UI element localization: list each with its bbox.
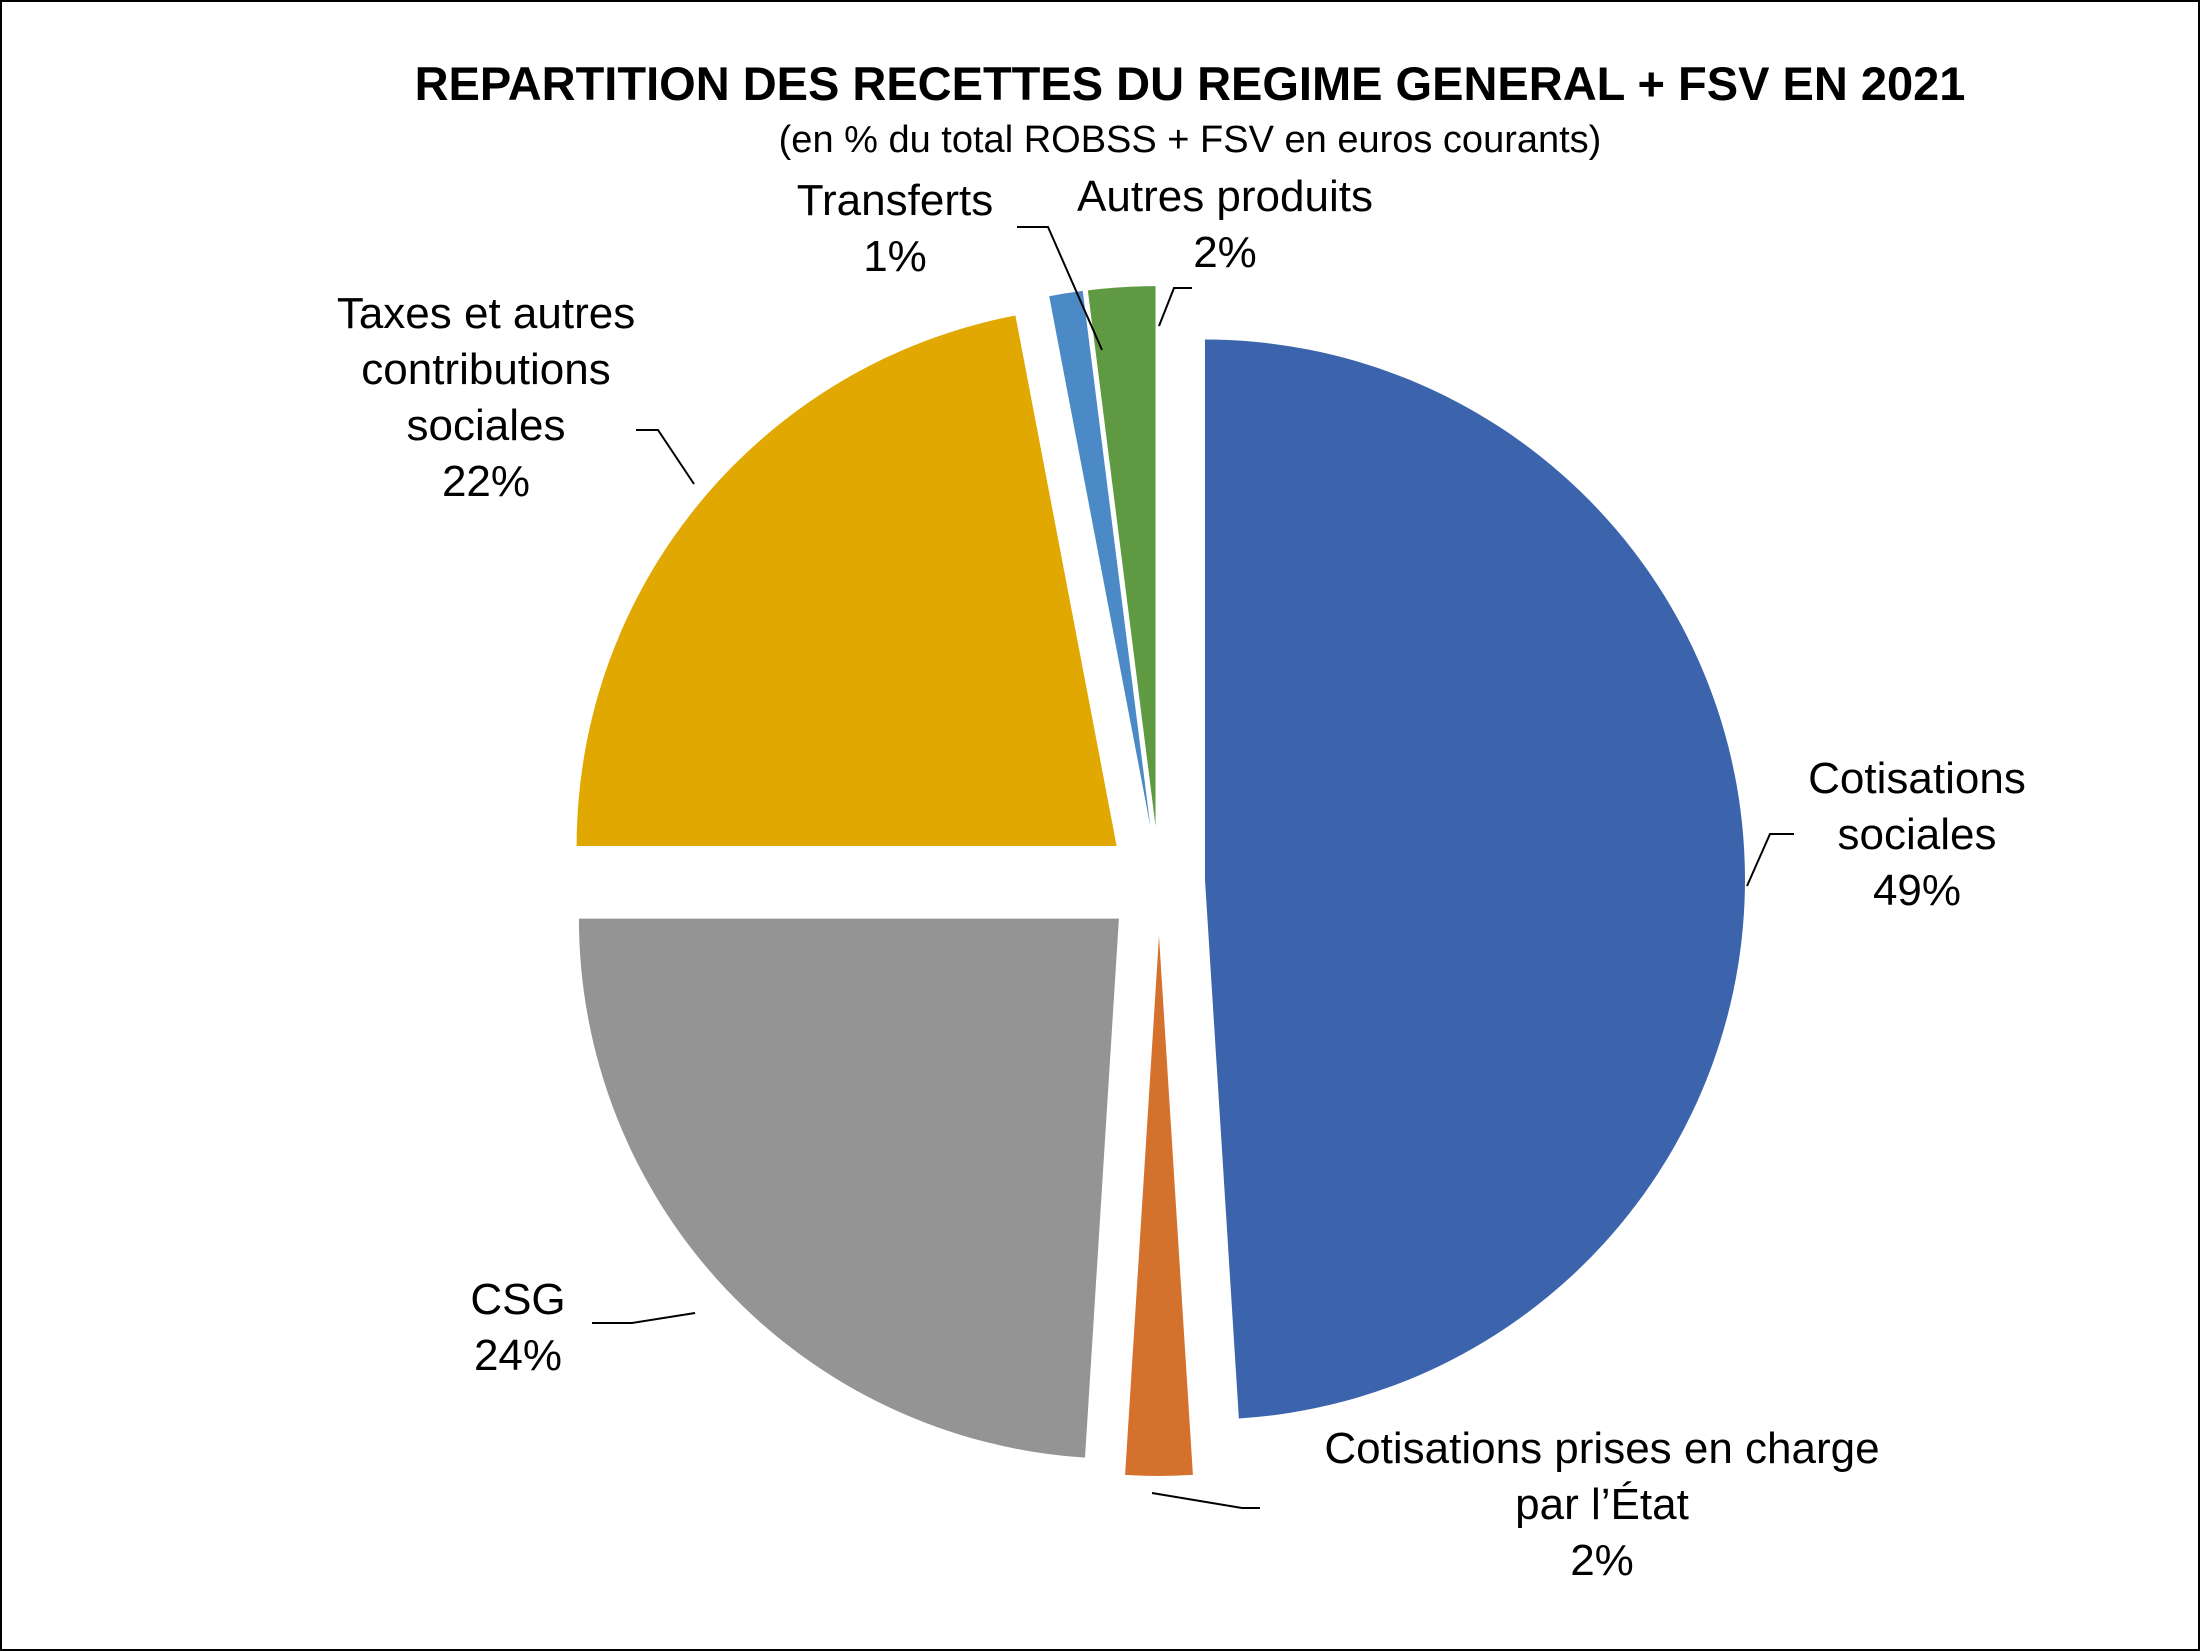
slice-labels: Cotisations sociales 49% Cotisations prises… bbox=[337, 172, 2026, 1585]
chart-subtitle: (en % du total ROBSS + FSV en euros cour… bbox=[779, 119, 1602, 161]
pie-slice-2 bbox=[578, 918, 1119, 1458]
chart-title: REPARTITION DES RECETTES DU REGIME GENER… bbox=[415, 57, 1966, 110]
slice-category-label-1: par l’État bbox=[1515, 1480, 1689, 1529]
slice-category-label-3: sociales bbox=[407, 401, 566, 450]
leader-line-0 bbox=[1746, 833, 1794, 887]
pie-slice-3 bbox=[576, 315, 1117, 846]
slice-category-label-2: CSG bbox=[470, 1275, 565, 1324]
leader-line-1 bbox=[1151, 1492, 1260, 1509]
slice-category-label-4: Transferts bbox=[797, 176, 993, 225]
slice-category-label-5: Autres produits bbox=[1077, 172, 1373, 221]
slice-category-label-3: contributions bbox=[361, 345, 610, 394]
pie-slice-4 bbox=[1049, 290, 1151, 827]
leader-line-4 bbox=[1017, 226, 1103, 351]
slice-category-label-1: Cotisations prises en charge bbox=[1324, 1424, 1879, 1473]
slice-value-label-2: 24% bbox=[474, 1331, 562, 1380]
pie-slices bbox=[576, 286, 1745, 1476]
slice-value-label-4: 1% bbox=[863, 232, 927, 281]
slice-category-label-0: Cotisations bbox=[1808, 754, 2026, 803]
slice-value-label-0: 49% bbox=[1873, 866, 1961, 915]
leader-line-5 bbox=[1158, 287, 1192, 327]
slice-category-label-0: sociales bbox=[1838, 810, 1997, 859]
slice-value-label-3: 22% bbox=[442, 457, 530, 506]
leader-lines bbox=[592, 226, 1794, 1509]
slice-category-label-3: Taxes et autres bbox=[337, 289, 635, 338]
leader-line-2 bbox=[592, 1312, 696, 1324]
pie-slice-0 bbox=[1204, 339, 1745, 1419]
pie-slice-5 bbox=[1087, 286, 1156, 827]
leader-line-3 bbox=[636, 429, 695, 485]
pie-slice-1 bbox=[1125, 936, 1193, 1476]
slice-value-label-1: 2% bbox=[1570, 1536, 1634, 1585]
slice-value-label-5: 2% bbox=[1193, 228, 1257, 277]
